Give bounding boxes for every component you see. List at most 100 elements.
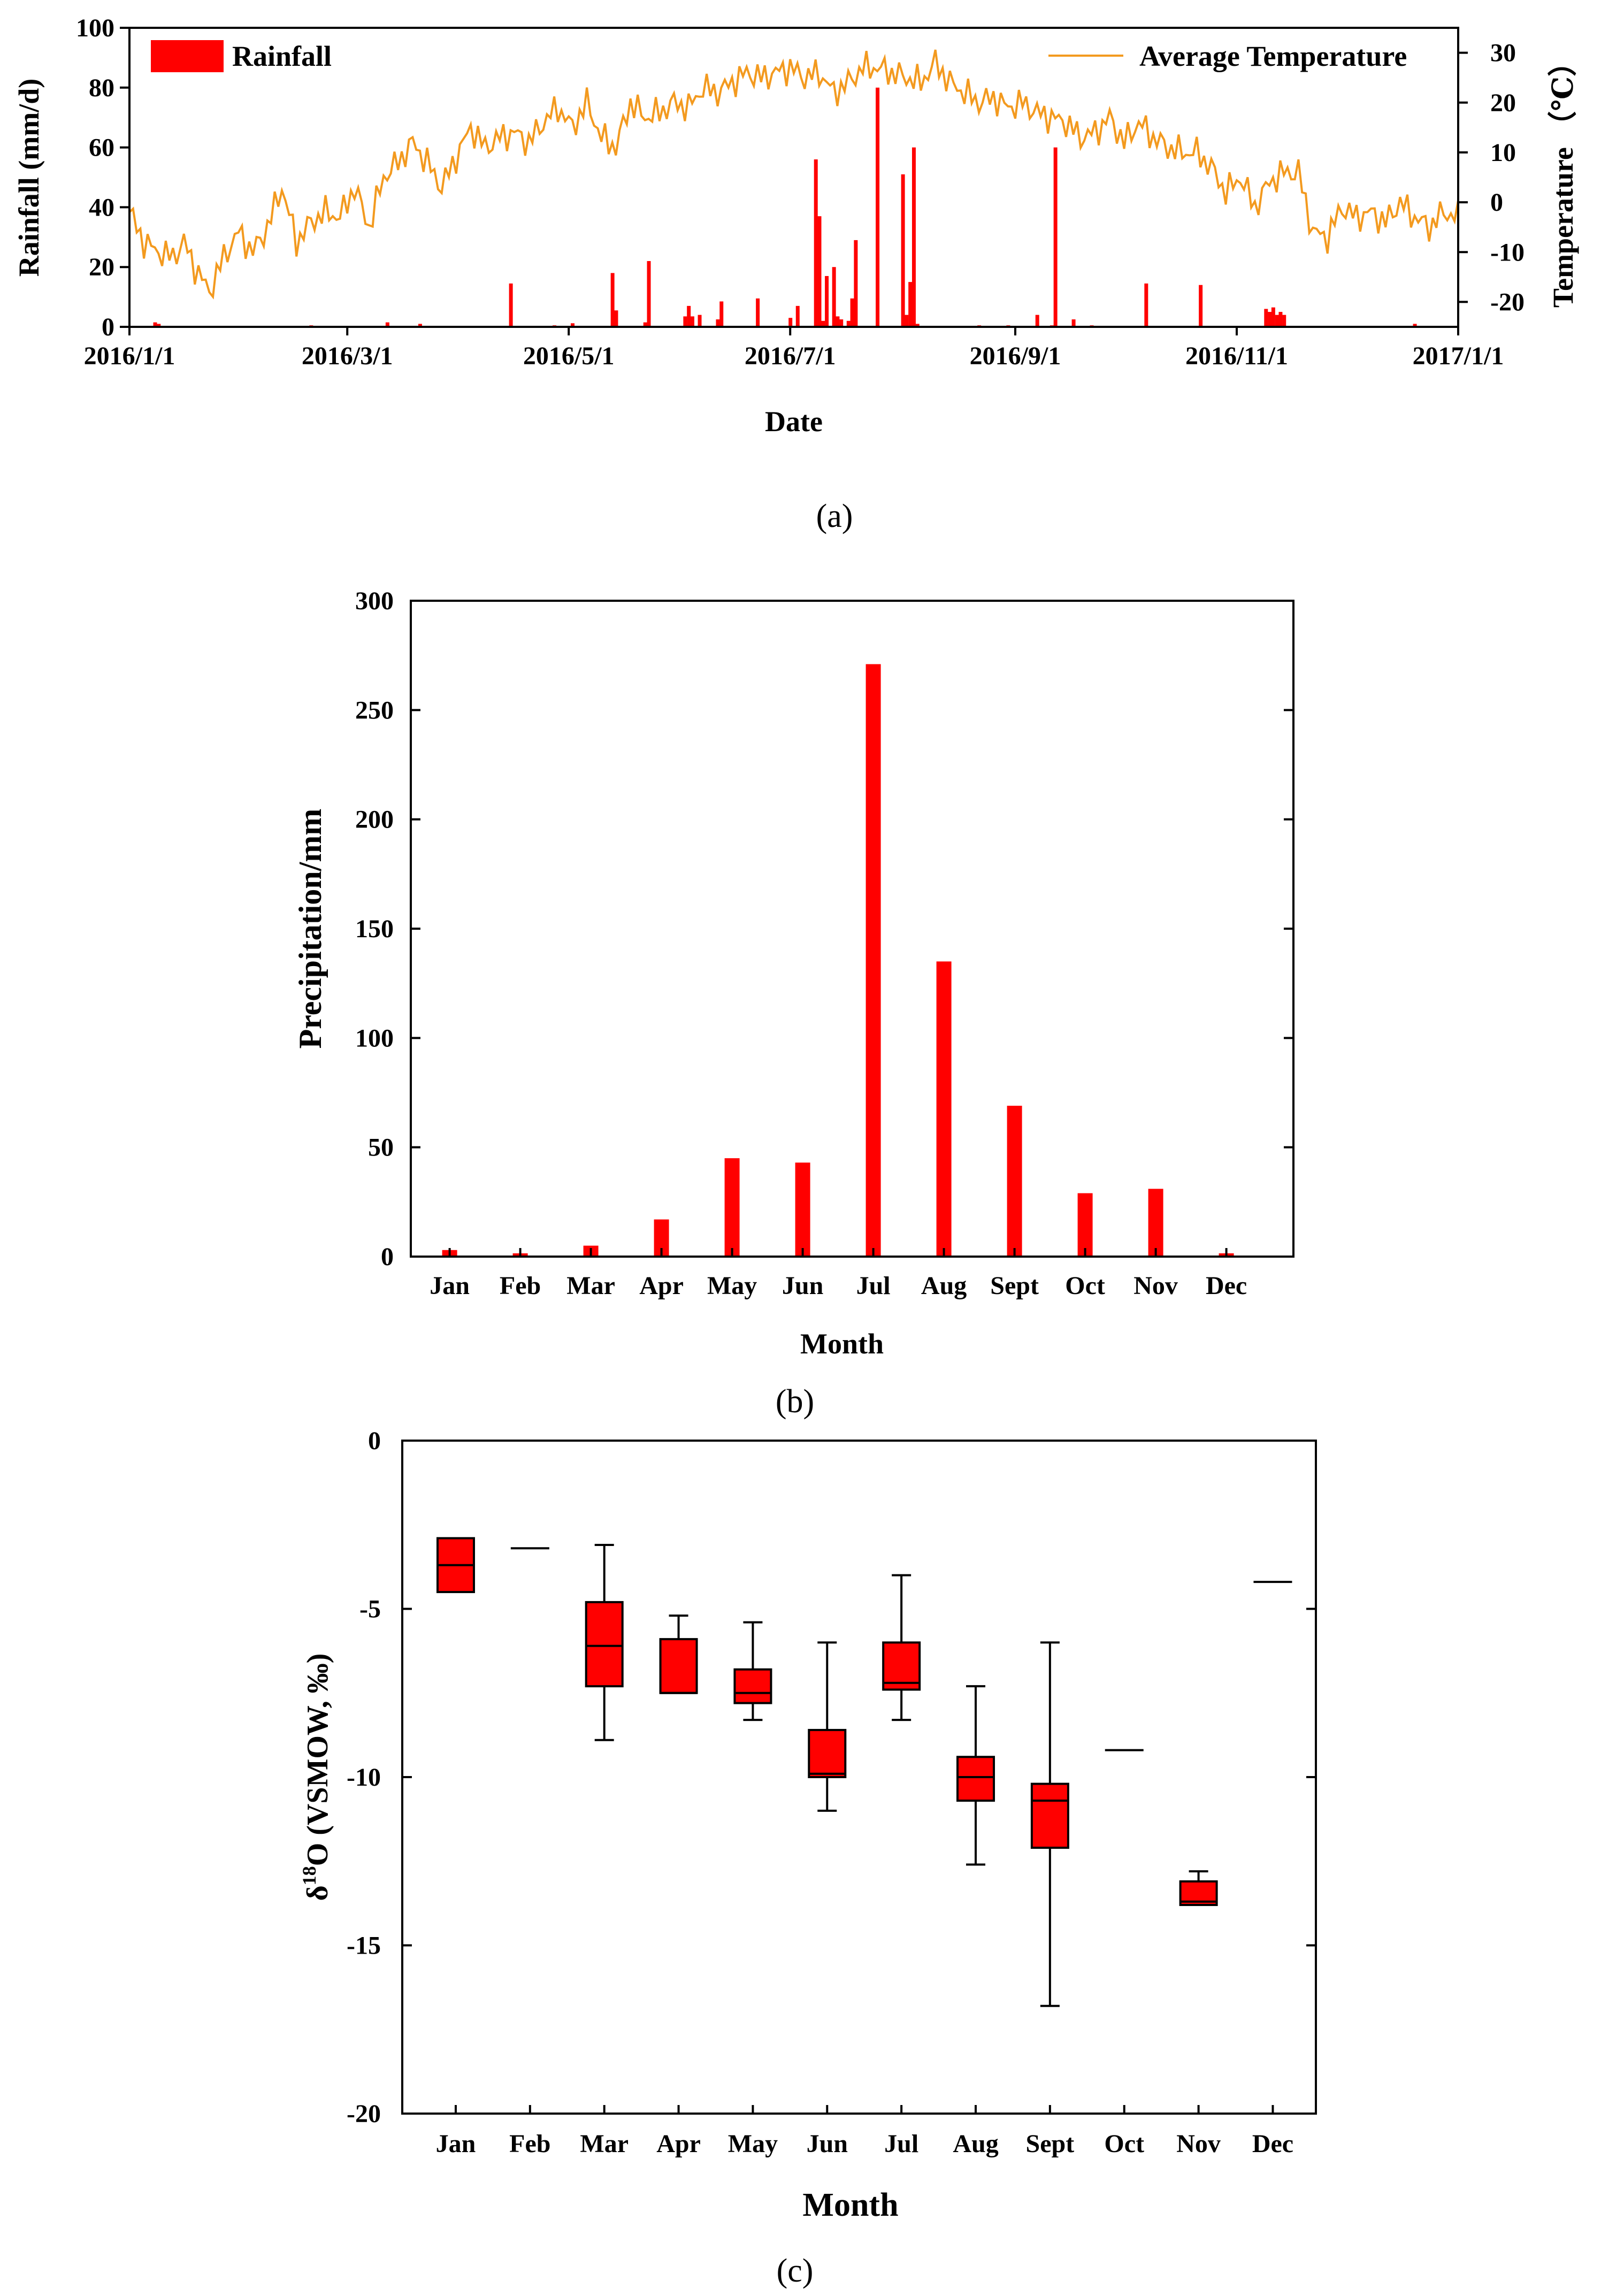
- a-rainfall-bar: [1053, 147, 1058, 327]
- a-rainfall-bar: [839, 319, 844, 327]
- a-x-tick-label: 2017/1/1: [1413, 342, 1504, 370]
- a-rainfall-bar: [610, 273, 615, 327]
- b-x-tick-label: Feb: [500, 1272, 541, 1300]
- a-x-axis-title: Date: [765, 405, 823, 438]
- c-y-tick-label: -5: [359, 1595, 381, 1624]
- a-rainfall-bar: [1268, 312, 1272, 327]
- a-rainfall-bar: [1282, 315, 1286, 327]
- c-x-tick-label: Jun: [807, 2130, 848, 2158]
- a-rainfall-bar: [153, 322, 157, 327]
- a-rainfall-bar: [814, 159, 818, 327]
- a-right-tick-label: -10: [1490, 238, 1525, 266]
- a-left-axis-title: Rainfall (mm/d): [13, 79, 45, 277]
- a-rainfall-bar: [1144, 283, 1148, 327]
- a-rainfall-bar: [716, 319, 720, 327]
- panel-c-delta18o-boxplot: 0 -5 -10 -15 -20 Jan Feb Mar Apr May Jun Jul Aug Sep…: [298, 1427, 1317, 2289]
- c-x-tick-label: Sept: [1026, 2130, 1075, 2158]
- a-x-tick-label: 2016/7/1: [745, 342, 836, 370]
- a-right-tick-label: 20: [1490, 89, 1516, 117]
- c-y-tick-label: -10: [347, 1763, 381, 1792]
- b-x-tick-label: Jul: [856, 1272, 891, 1300]
- b-plot-frame: [410, 600, 1294, 1258]
- a-rainfall-bar: [915, 324, 920, 327]
- c-plot-frame: [401, 1440, 1317, 2115]
- a-legend-temperature-label: Average Temperature: [1139, 40, 1407, 72]
- c-boxes: [436, 1537, 1292, 2007]
- b-y-tick-label: 50: [368, 1134, 394, 1162]
- a-x-tick-label: 2016/9/1: [970, 342, 1061, 370]
- a-rainfall-bar: [795, 305, 800, 327]
- b-x-tick-label: Jun: [782, 1272, 823, 1300]
- a-legend-rainfall-label: Rainfall: [232, 40, 332, 72]
- b-x-axis-ticks: Jan Feb Mar Apr May Jun Jul Aug Sept Oct Nov Dec: [430, 1248, 1247, 1300]
- a-left-tick-label: 100: [76, 14, 114, 42]
- a-right-tick-label: 10: [1490, 139, 1516, 167]
- a-left-axis-ticks: 0 20 40 60 80 100: [76, 14, 129, 341]
- panel-b-monthly-precipitation: 0 50 100 150 200 250 300 Jan Feb Mar Apr May Jun Jul…: [293, 587, 1294, 1420]
- a-rainfall-bar: [911, 147, 916, 327]
- c-x-axis-title: Month: [802, 2187, 898, 2223]
- c-x-tick-label: May: [728, 2130, 778, 2158]
- a-rainfall-bar: [1413, 324, 1417, 327]
- a-rainfall-bar: [698, 315, 702, 327]
- a-rainfall-bar: [846, 320, 851, 327]
- a-rainfall-bar: [643, 322, 647, 327]
- a-legend-rainfall-swatch: [151, 40, 224, 72]
- b-y-tick-label: 250: [355, 696, 394, 724]
- b-x-tick-label: Mar: [566, 1272, 615, 1300]
- b-x-tick-label: Aug: [921, 1272, 967, 1300]
- b-bar-sept: [1007, 1106, 1022, 1257]
- a-rainfall-bar: [157, 324, 161, 327]
- a-rainfall-bar: [825, 275, 829, 327]
- b-x-tick-label: Dec: [1206, 1272, 1247, 1300]
- b-y-tick-label: 150: [355, 915, 394, 943]
- c-x-tick-label: Oct: [1104, 2130, 1144, 2158]
- a-rainfall-bar: [690, 316, 694, 327]
- c-box-apr: [659, 1638, 698, 1694]
- a-rainfall-bar: [1275, 315, 1279, 327]
- b-x-tick-label: Nov: [1133, 1272, 1178, 1300]
- a-left-tick-label: 60: [89, 134, 114, 162]
- a-rainfall-bar: [876, 87, 880, 327]
- c-x-tick-label: Aug: [953, 2130, 998, 2158]
- c-y-axis-title-prefix: δ: [301, 1885, 334, 1901]
- c-box-jun: [808, 1728, 847, 1778]
- a-rainfall-bar: [850, 298, 854, 327]
- a-x-tick-label: 2016/3/1: [302, 342, 393, 370]
- a-rainfall-bar: [854, 240, 858, 327]
- a-panel-label: (a): [816, 498, 853, 534]
- a-rainfall-bar: [614, 310, 618, 327]
- c-x-tick-label: Jul: [884, 2130, 918, 2158]
- c-x-axis-ticks: Jan Feb Mar Apr May Jun Jul Aug Sept Oct Nov Dec: [436, 2105, 1293, 2158]
- c-box-sept: [1030, 1782, 1069, 1849]
- c-y-tick-label: -15: [347, 1932, 381, 1960]
- a-right-axis-ticks: -20 -10 0 10 20 30: [1458, 39, 1525, 316]
- b-x-tick-label: Sept: [990, 1272, 1039, 1300]
- a-rainfall-bar: [905, 315, 909, 327]
- a-x-tick-label: 2016/5/1: [523, 342, 615, 370]
- c-y-axis-ticks: 0 -5 -10 -15 -20: [347, 1427, 1316, 2128]
- a-rainfall-bar: [509, 283, 513, 327]
- b-x-axis-title: Month: [800, 1328, 884, 1360]
- c-y-axis-title-sup: 18: [298, 1866, 320, 1885]
- b-bar-nov: [1148, 1189, 1163, 1257]
- a-rainfall-bar: [1278, 312, 1283, 327]
- a-rainfall-bar: [901, 174, 905, 327]
- b-panel-label: (b): [776, 1383, 814, 1420]
- c-y-axis-title: δ18O (VSMOW, ‰): [298, 1654, 334, 1901]
- c-y-tick-label: 0: [368, 1427, 381, 1455]
- b-bar-may: [724, 1158, 740, 1257]
- a-rainfall-bar: [832, 267, 836, 327]
- c-x-tick-label: Apr: [656, 2130, 701, 2158]
- a-rainfall-bar: [836, 316, 840, 327]
- c-box-aug: [956, 1756, 995, 1802]
- a-temperature-line: [128, 49, 1459, 300]
- a-left-tick-label: 0: [102, 313, 114, 341]
- a-left-tick-label: 20: [89, 253, 114, 281]
- a-rainfall-bar: [756, 298, 760, 327]
- b-bar-jun: [795, 1162, 810, 1257]
- c-x-tick-label: Nov: [1176, 2130, 1221, 2158]
- a-x-tick-label: 2016/11/1: [1185, 342, 1288, 370]
